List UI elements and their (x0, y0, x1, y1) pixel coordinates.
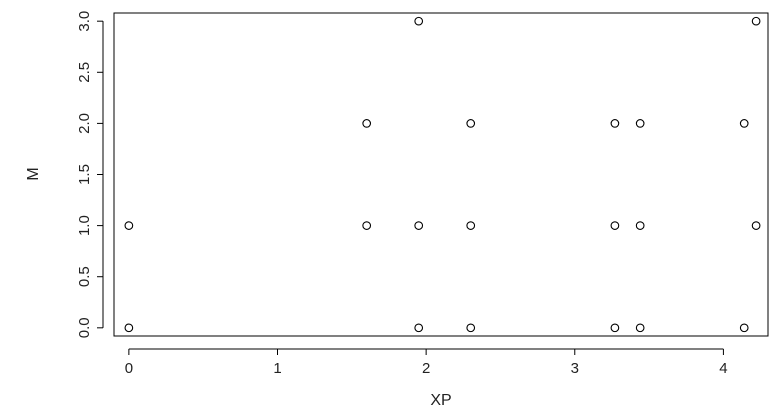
x-tick-label: 4 (719, 360, 727, 377)
x-tick-label: 1 (273, 360, 281, 377)
x-tick-label: 3 (571, 360, 579, 377)
y-tick-label: 2.5 (76, 62, 93, 83)
data-point (635, 323, 645, 333)
data-point (466, 221, 476, 230)
data-point (414, 323, 424, 333)
x-tick-label: 0 (125, 360, 133, 377)
data-point (635, 119, 645, 128)
data-point (751, 221, 761, 230)
data-point (362, 221, 372, 230)
data-point (739, 119, 749, 128)
data-point (124, 221, 134, 230)
data-points (124, 16, 761, 333)
data-point (466, 323, 476, 333)
data-point (739, 323, 749, 333)
y-axis: 0.0 0.5 1.0 1.5 2.0 2.5 3.0 (76, 11, 104, 338)
y-tick-label: 1.5 (76, 164, 93, 185)
x-axis: 0 1 2 3 4 (125, 348, 728, 377)
y-tick-label: 3.0 (76, 11, 93, 32)
data-point (466, 119, 476, 128)
data-point (751, 16, 761, 26)
data-point (414, 221, 424, 230)
data-point (610, 221, 620, 230)
plot-area-frame (113, 12, 769, 337)
data-point (414, 16, 424, 26)
data-point (635, 221, 645, 230)
y-axis-title: M (25, 167, 42, 180)
y-tick-label: 2.0 (76, 113, 93, 134)
data-point (362, 119, 372, 128)
x-axis-title: XP (430, 392, 451, 409)
data-point (610, 119, 620, 128)
y-tick-label: 0.5 (76, 266, 93, 287)
x-tick-label: 2 (422, 360, 430, 377)
y-tick-label: 1.0 (76, 215, 93, 236)
y-tick-label: 0.0 (76, 317, 93, 338)
data-point (124, 323, 134, 333)
data-point (610, 323, 620, 333)
